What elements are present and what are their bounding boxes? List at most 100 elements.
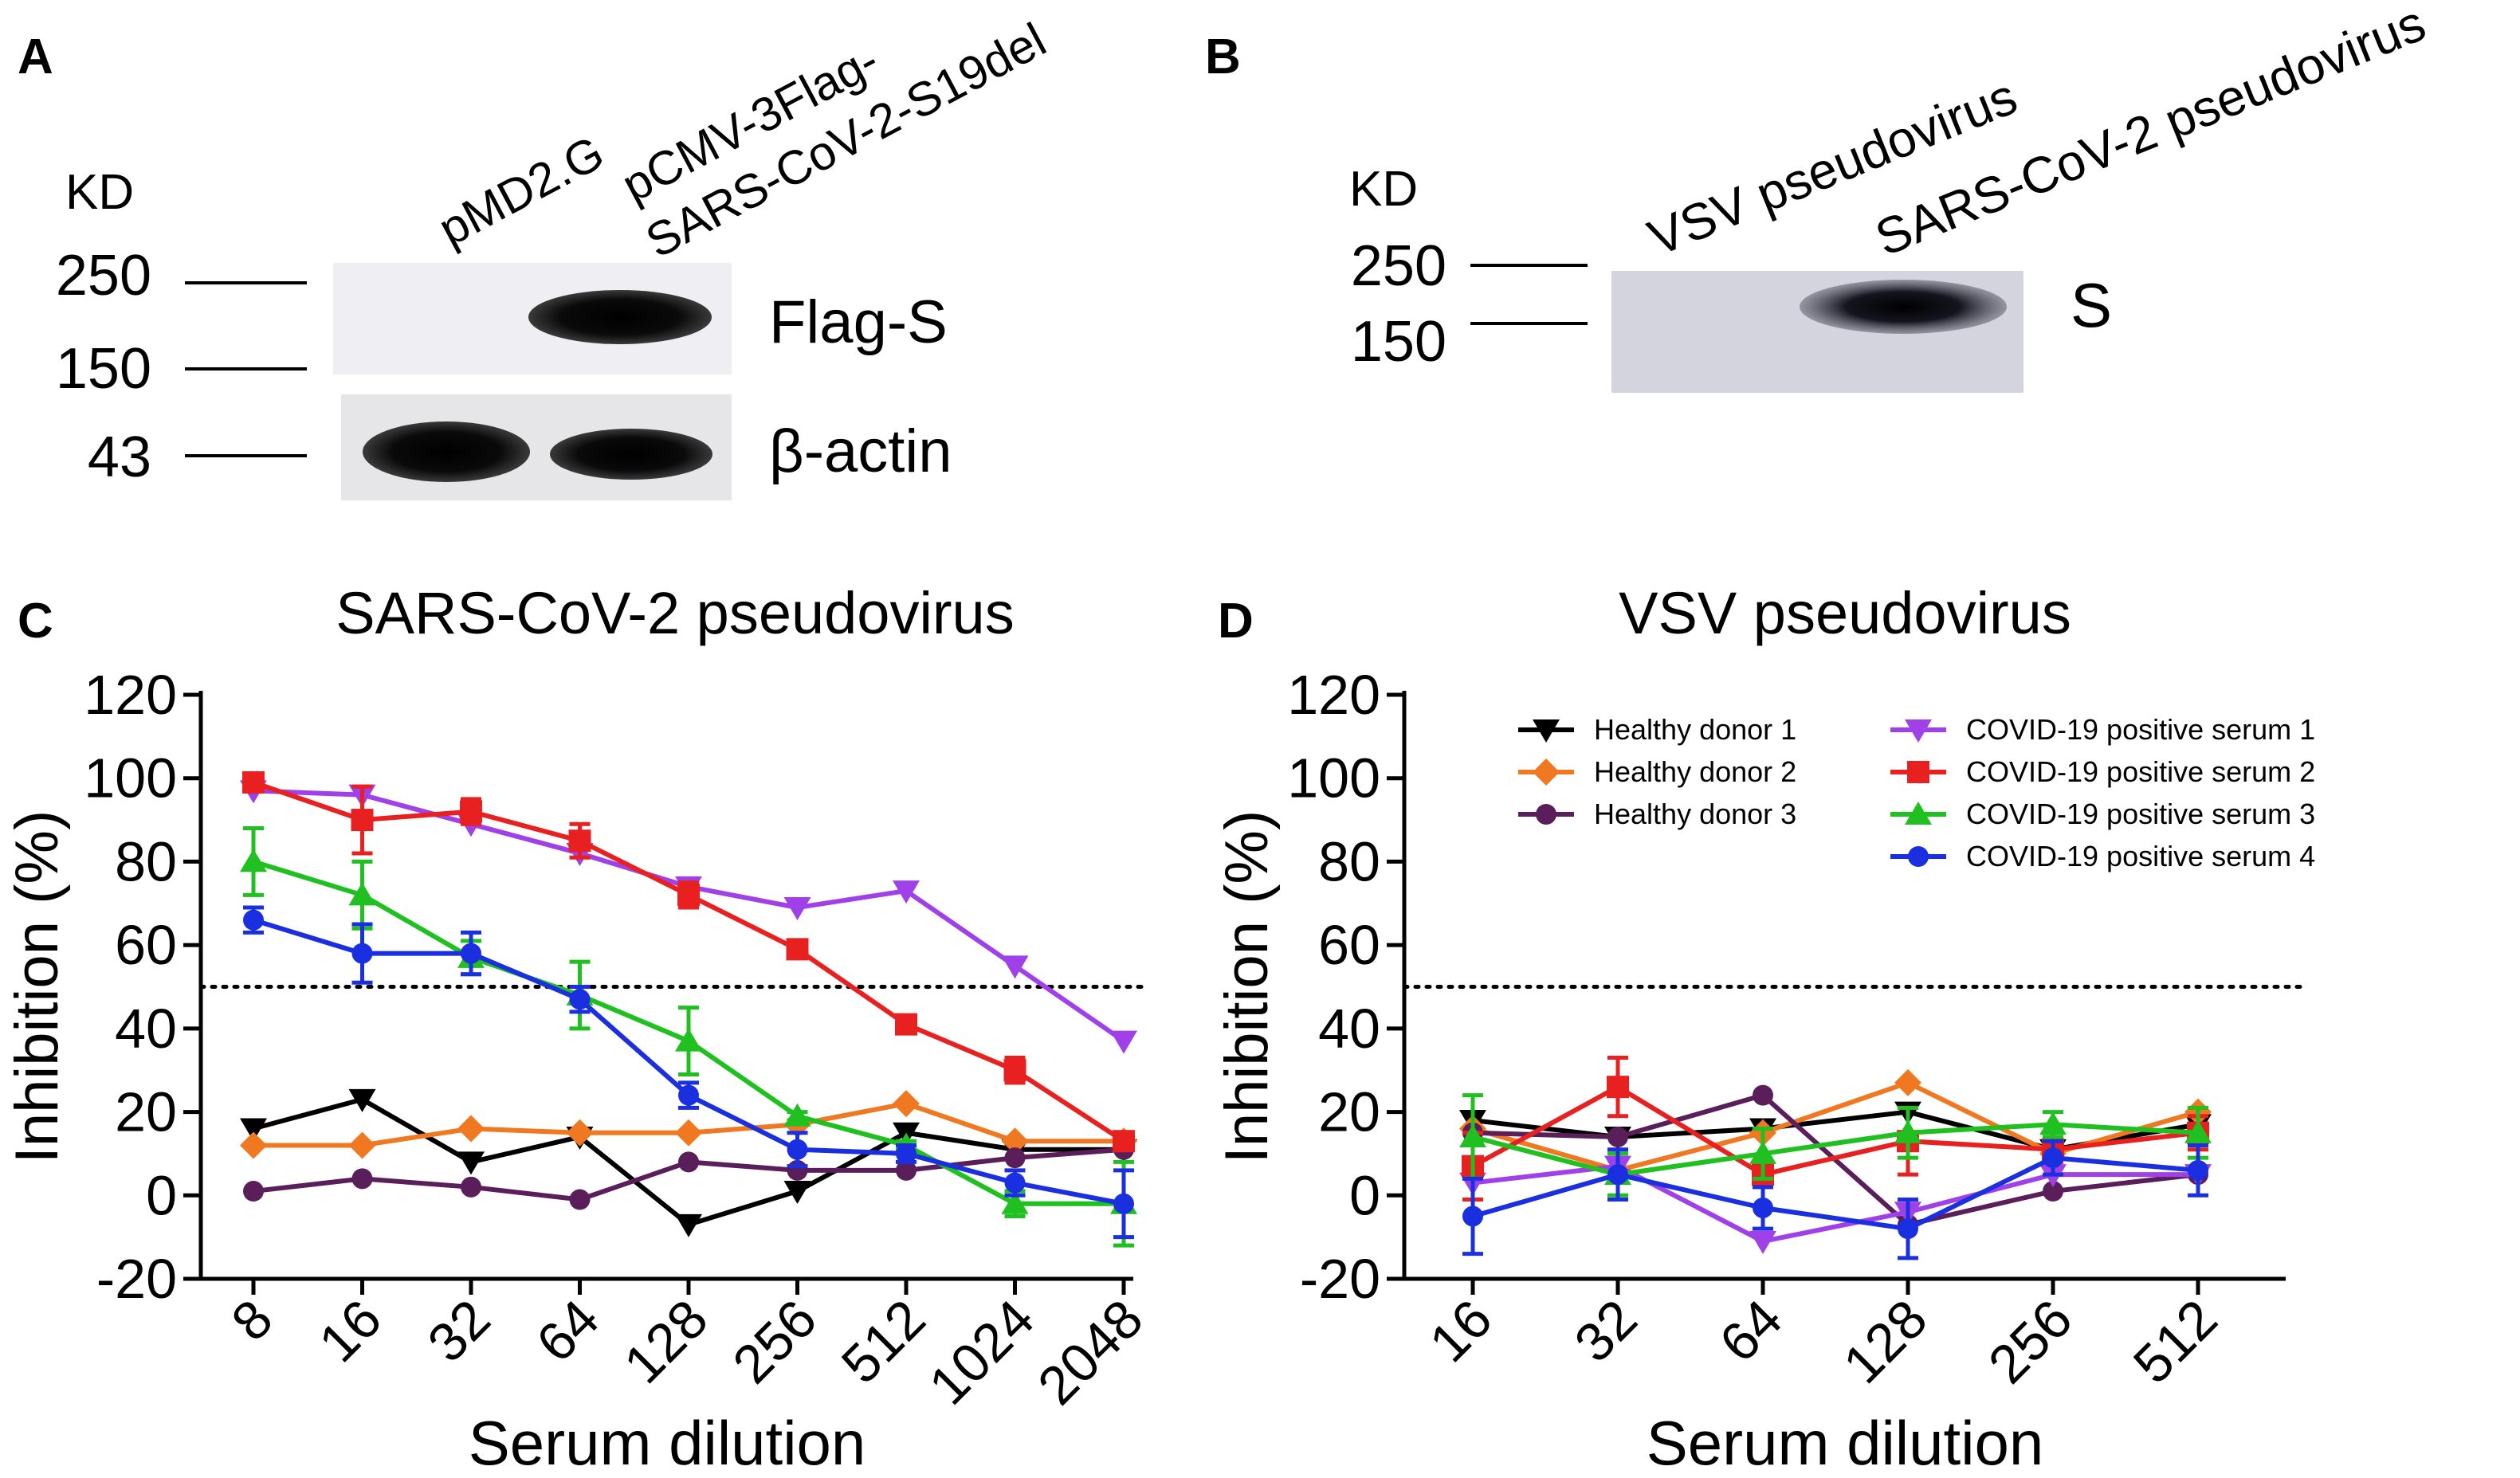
chart-c-xtick-label: 64: [525, 1288, 610, 1374]
chart-c-ytick-label: -20: [96, 1248, 177, 1310]
legend-label: COVID-19 positive serum 2: [1966, 755, 2315, 788]
series-line-covid-19-positive-serum-4: [1472, 1155, 2199, 1232]
chart-d-xlabel: Serum dilution: [1647, 1408, 2044, 1478]
data-point: [2188, 1159, 2208, 1181]
data-point: [675, 1028, 702, 1052]
chart-c-xtick-label: 16: [308, 1288, 393, 1374]
data-point: [351, 1168, 373, 1190]
data-point: [1113, 1130, 1135, 1153]
data-point: [1004, 1147, 1026, 1169]
data-point: [457, 1115, 485, 1143]
data-point: [1003, 1059, 1026, 1082]
data-point: [569, 1189, 591, 1210]
series-line-covid-19-positive-serum-1: [1472, 1163, 2198, 1244]
chart-c-xtick-label: 1024: [917, 1288, 1046, 1417]
legend-item-healthy-donor-1: Healthy donor 1: [1518, 713, 1796, 746]
data-point: [2039, 1111, 2067, 1135]
data-point: [348, 1131, 376, 1159]
panel-b-letter: B: [1205, 29, 1241, 84]
series-line-covid-19-positive-serum-3: [1472, 1122, 2199, 1178]
data-point: [895, 1013, 917, 1036]
chart-c-ytick-label: 40: [115, 998, 177, 1060]
data-point: [348, 1088, 376, 1112]
data-point: [677, 884, 700, 907]
legend-marker: [1907, 761, 1929, 783]
data-point: [242, 770, 265, 794]
legend-marker: [1533, 719, 1560, 743]
chart-d-xtick-label: 512: [2122, 1288, 2229, 1395]
chart-c-ytick-label: 20: [115, 1081, 177, 1143]
legend-label: Healthy donor 3: [1594, 798, 1796, 830]
data-point: [1607, 1076, 1629, 1099]
data-point: [896, 1159, 917, 1181]
chart-c-ytick-label: 0: [146, 1164, 177, 1226]
data-point: [786, 938, 809, 961]
chart-d-ytick-label: 80: [1318, 830, 1380, 892]
legend-marker: [1533, 759, 1560, 786]
data-point: [678, 1151, 699, 1173]
legend-label: COVID-19 positive serum 4: [1966, 840, 2315, 872]
legend: Healthy donor 1 Healthy donor 2 Healthy do…: [1518, 713, 2315, 872]
data-point: [783, 1103, 811, 1127]
data-point: [1749, 1140, 1776, 1164]
data-point: [893, 880, 920, 904]
data-point: [675, 1213, 702, 1237]
panel-b-marker-250: 250: [1351, 234, 1446, 298]
data-point: [893, 1090, 920, 1118]
data-point: [240, 1118, 267, 1142]
data-point: [1001, 1127, 1029, 1155]
panel-a: A KD pMD2.G pCMV-3Flag- SARS-CoV-2-S19de…: [18, 13, 1054, 500]
panel-a-letter: A: [18, 29, 53, 84]
chart-d-series-covid-19-positive-serum-1: [1459, 1155, 2212, 1254]
chart-d-ytick-label: -20: [1300, 1248, 1380, 1310]
legend-label: COVID-19 positive serum 3: [1966, 798, 2315, 830]
chart-d-ytick-label: 40: [1318, 998, 1380, 1060]
data-point: [678, 1084, 699, 1106]
data-point: [461, 943, 481, 964]
data-point: [1753, 1084, 1773, 1106]
data-point: [1001, 955, 1029, 979]
data-point: [461, 1176, 481, 1198]
panel-c-letter: C: [18, 594, 53, 649]
band-actin-lane1: [363, 421, 530, 482]
data-point: [1110, 1030, 1137, 1054]
data-point: [1749, 1230, 1776, 1254]
chart-c-xtick-label: 32: [416, 1288, 501, 1374]
data-point: [1004, 1172, 1026, 1194]
legend-marker: [1908, 846, 1929, 867]
series-line-covid-19-positive-serum-2: [1471, 1084, 2199, 1178]
marker-43: 43: [88, 425, 151, 489]
data-point: [783, 1181, 811, 1205]
panel-a-kd-label: KD: [65, 165, 134, 220]
chart-d-ytick-label: 120: [1287, 664, 1380, 726]
chart-c-ytick-label: 120: [84, 664, 177, 726]
data-point: [1898, 1218, 1918, 1240]
panel-b: B KD VSV pseudovirus SARS-CoV-2 pseudovi…: [1205, 0, 2433, 393]
data-point: [783, 897, 811, 921]
chart-c-xtick-label: 2048: [1026, 1288, 1155, 1417]
chart-c-ylabel: Inhibition (%): [3, 810, 71, 1164]
chart-d-xtick-label: 16: [1418, 1288, 1503, 1374]
chart-d-xtick-label: 64: [1708, 1288, 1793, 1374]
legend-item-healthy-donor-2: Healthy donor 2: [1518, 755, 1796, 788]
chart-c-series-covid-19-positive-serum-2: [242, 770, 1135, 1153]
panel-b-kd-label: KD: [1349, 162, 1418, 217]
legend-item-covid-19-positive-serum-1: COVID-19 positive serum 1: [1890, 713, 2315, 746]
data-point: [1607, 1164, 1628, 1186]
data-point: [351, 943, 373, 964]
data-point: [1753, 1197, 1773, 1218]
legend-item-covid-19-positive-serum-4: COVID-19 positive serum 4: [1890, 840, 2315, 872]
data-point: [1001, 1190, 1029, 1214]
panel-b-marker-150: 150: [1351, 310, 1446, 374]
data-point: [1113, 1193, 1134, 1214]
data-point: [460, 800, 482, 823]
data-point: [566, 1119, 594, 1147]
band-actin-lane2: [550, 429, 712, 480]
data-point: [896, 1143, 917, 1164]
legend-item-covid-19-positive-serum-2: COVID-19 positive serum 2: [1890, 755, 2315, 788]
data-point: [457, 1151, 485, 1175]
data-point: [1459, 1123, 1486, 1147]
legend-label: Healthy donor 1: [1594, 713, 1796, 746]
lane-label-pmd2g: pMD2.G: [430, 125, 613, 256]
